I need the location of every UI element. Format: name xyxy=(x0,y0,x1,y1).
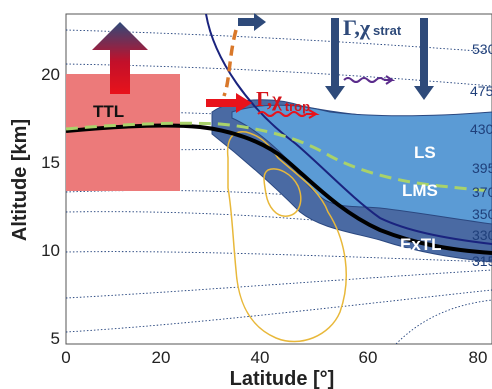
tropopause-line xyxy=(66,123,492,255)
x-tick-label-20: 20 xyxy=(152,348,171,367)
y-axis-title: Altitude [km] xyxy=(9,119,31,241)
isentrope-label-350: 350 xyxy=(472,206,492,222)
isentrope-330-line xyxy=(66,251,492,263)
isentrope-label-430: 430 xyxy=(470,121,492,137)
gamma-strat-sub: strat xyxy=(373,23,402,38)
isentrope-label-370: 370 xyxy=(472,184,492,200)
gamma-strat-main: Γ,χ xyxy=(343,15,371,40)
isentrope-label-530: 530 xyxy=(472,41,492,57)
dashed-tropopause-line xyxy=(66,121,492,193)
isentrope-low-line xyxy=(66,289,492,333)
y-tick-label-20: 20 xyxy=(41,65,60,84)
gamma-strat-label: Γ,χ strat xyxy=(343,15,402,40)
y-tick-label-10: 10 xyxy=(41,241,60,260)
isentrope-label-395: 395 xyxy=(472,160,492,176)
orange-dashed-line xyxy=(222,29,238,97)
ttl-up-arrow xyxy=(92,22,148,94)
ttl-label: TTL xyxy=(93,102,124,121)
x-tick-label-0: 0 xyxy=(61,348,70,367)
x-tick-label-80: 80 xyxy=(469,348,488,367)
yellow-contour-outer xyxy=(226,131,347,343)
isentrope-corner-line xyxy=(395,299,492,344)
strat-mixing-arrowhead xyxy=(384,75,396,85)
x-axis: 0 20 40 60 80 xyxy=(61,348,487,367)
trop-inflow-arrow xyxy=(206,93,252,113)
x-tick-label-60: 60 xyxy=(359,348,378,367)
gamma-trop-main: Γ,χ xyxy=(256,87,282,111)
gamma-trop-sub: trop xyxy=(285,99,310,114)
trop-mixing-wave xyxy=(257,111,307,117)
x-tick-label-40: 40 xyxy=(251,348,270,367)
trop-mixing-arrowhead xyxy=(306,109,320,119)
lms-label: LMS xyxy=(402,181,438,200)
y-tick-label-5: 5 xyxy=(51,329,60,348)
gamma-trop-label: Γ,χ trop xyxy=(256,87,310,114)
isentrope-label-475: 475 xyxy=(470,83,492,99)
y-tick-label-15: 15 xyxy=(41,153,60,172)
ls-label: LS xyxy=(414,143,436,162)
isentrope-label-330: 330 xyxy=(472,227,492,243)
yellow-contour-inner xyxy=(263,168,302,217)
extl-label: ExTL xyxy=(400,235,442,254)
poleward-top-arrow xyxy=(238,13,266,31)
y-axis: 5 10 15 20 xyxy=(41,65,60,348)
isentrope-label-315: 315 xyxy=(472,253,492,269)
strat-down-arrow-right xyxy=(414,18,434,100)
strat-down-arrow-left xyxy=(325,18,345,100)
x-axis-title: Latitude [°] xyxy=(230,368,335,389)
strat-mixing-wave xyxy=(343,77,385,83)
jet-tropopause-line xyxy=(205,14,492,245)
